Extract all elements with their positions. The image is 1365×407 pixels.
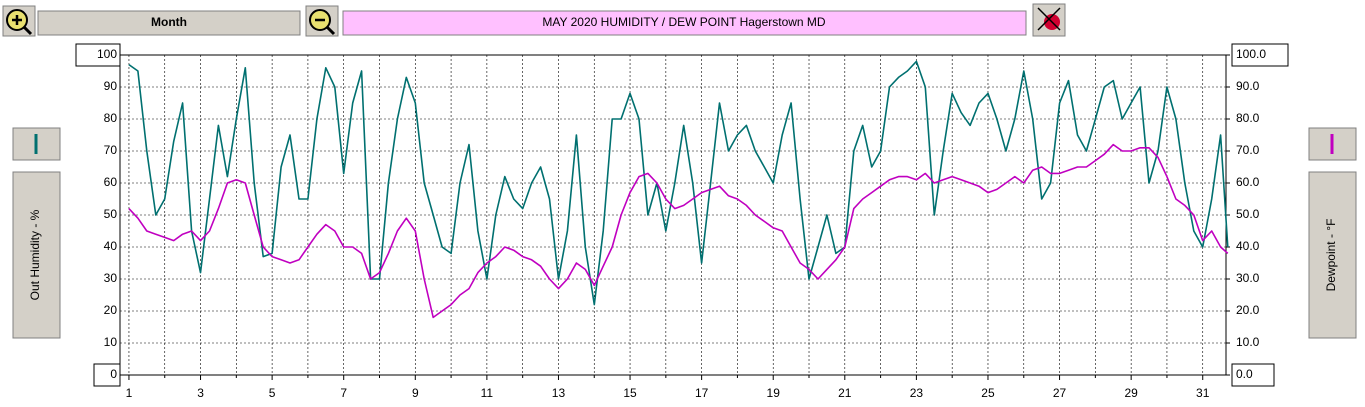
x-tick-label: 25 — [981, 386, 995, 400]
y2-tick-label: 80.0 — [1236, 111, 1260, 125]
y2-max-box — [1231, 43, 1289, 67]
y2-min-box — [1231, 363, 1275, 387]
y-tick-label: 60 — [104, 175, 118, 189]
y2-tick-label: 60.0 — [1236, 175, 1260, 189]
y2-tick-label: 30.0 — [1236, 271, 1260, 285]
series-line — [128, 143, 1229, 319]
x-tick-label: 11 — [481, 386, 494, 400]
x-tick-label: 1 — [126, 386, 133, 400]
y2-tick-label: 10.0 — [1236, 335, 1260, 349]
y2-tick-label: 90.0 — [1236, 79, 1260, 93]
y2-tick-label: 40.0 — [1236, 239, 1260, 253]
y2-tick-label: 70.0 — [1236, 143, 1260, 157]
y2-tick-label: 20.0 — [1236, 303, 1260, 317]
y2-axis-label: Dewpoint - °F — [1324, 219, 1338, 292]
left-label-panel — [12, 171, 61, 339]
right-label-panel — [1308, 171, 1357, 339]
x-tick-label: 31 — [1196, 386, 1210, 400]
x-tick-label: 27 — [1053, 386, 1067, 400]
y2-tick-label: 0.0 — [1236, 367, 1253, 381]
y-tick-label: 90 — [104, 79, 118, 93]
period-button[interactable]: Month — [37, 10, 301, 36]
x-tick-label: 15 — [623, 386, 637, 400]
chart-title: MAY 2020 HUMIDITY / DEW POINT Hagerstown… — [542, 15, 826, 29]
x-tick-label: 19 — [767, 386, 781, 400]
y2-tick-label: 100.0 — [1236, 47, 1266, 61]
series-line — [128, 60, 1229, 306]
y-axis-label: Out Humidity - % — [28, 209, 42, 300]
y-tick-label: 50 — [104, 207, 118, 221]
zoom-in-button[interactable] — [2, 5, 36, 37]
x-tick-label: 7 — [340, 386, 347, 400]
y-tick-label: 40 — [104, 239, 118, 253]
x-tick-label: 23 — [910, 386, 924, 400]
y-tick-label: 0 — [110, 367, 117, 381]
y-tick-label: 10 — [104, 335, 118, 349]
y-tick-label: 100 — [97, 47, 117, 61]
x-tick-label: 3 — [197, 386, 204, 400]
x-tick-label: 9 — [412, 386, 419, 400]
y2-tick-label: 50.0 — [1236, 207, 1260, 221]
title-box — [342, 10, 1027, 36]
right-legend-button[interactable] — [1308, 127, 1357, 161]
x-tick-label: 21 — [838, 386, 852, 400]
zoom-out-button[interactable] — [305, 5, 339, 37]
x-tick-label: 29 — [1124, 386, 1138, 400]
period-label: Month — [151, 15, 187, 29]
y-tick-label: 70 — [104, 143, 118, 157]
y-tick-label: 20 — [104, 303, 118, 317]
y-tick-label: 80 — [104, 111, 118, 125]
x-tick-label: 5 — [269, 386, 276, 400]
x-tick-label: 13 — [552, 386, 566, 400]
y-tick-label: 30 — [104, 271, 118, 285]
left-legend-button[interactable] — [12, 127, 61, 161]
x-tick-label: 17 — [695, 386, 709, 400]
settings-button[interactable] — [1032, 3, 1066, 37]
